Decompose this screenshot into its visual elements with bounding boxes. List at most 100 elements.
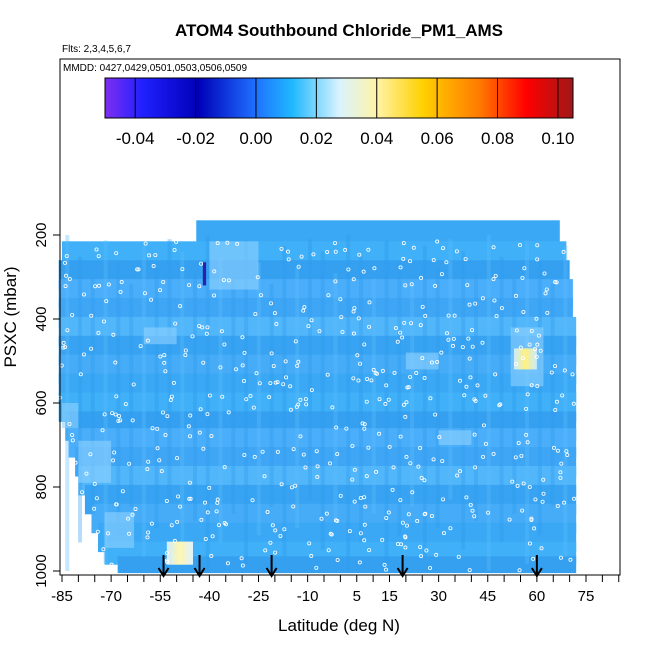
sample-dot [367,324,372,329]
sample-dot [420,356,425,361]
sample-dot [275,449,280,454]
sample-dot [562,368,567,373]
sample-dot [101,319,106,324]
sample-dot [555,448,560,453]
sample-dot [384,383,389,388]
sample-dot [362,426,367,431]
heatmap-streak [167,239,172,500]
sample-dot [360,421,365,426]
sample-dot [428,396,433,401]
heatmap-streak [269,284,274,507]
sample-dot [145,338,150,343]
sample-dot [463,257,468,262]
sample-dot [367,300,372,305]
heatmap-streak [218,256,223,543]
sample-dot [145,535,150,540]
y-tick-label: 200 [33,222,50,247]
sample-dot [84,471,89,476]
x-tick-label: 75 [578,588,595,605]
sample-dot [532,526,537,531]
sample-dot [96,254,101,259]
sample-dot [411,245,416,250]
sample-dot [260,449,265,454]
colorbar-tick-label: 0.06 [421,129,454,148]
sample-dot [301,308,306,313]
sample-dot [452,313,457,318]
sample-dot [222,465,227,470]
sample-dot [143,241,148,246]
sample-dot [205,412,210,417]
sample-dot [113,360,118,365]
sample-dot [529,328,534,333]
sample-dot [541,491,546,496]
sample-dot [493,372,498,377]
sample-dot [293,483,298,488]
sample-dot [279,246,284,251]
sample-dot [263,548,268,553]
heatmap-streak [307,239,312,500]
sample-dot [529,383,534,388]
sample-dot [472,514,477,519]
sample-dot [155,426,160,431]
sample-dot [164,498,169,503]
sample-dot [172,247,177,252]
sample-dot [518,243,523,248]
sample-dot [392,370,397,375]
sample-dot [491,277,496,282]
x-tick-label: 30 [430,588,447,605]
sample-dot [470,508,475,513]
heatmap-streak [371,278,376,514]
sample-dot [174,239,179,244]
sample-dot [539,546,544,551]
heatmap-streak [295,267,300,529]
sample-dot [183,348,188,353]
x-tick-label: -40 [199,588,221,605]
sample-dot [347,529,352,534]
sample-dot [289,485,294,490]
sample-dot [418,545,423,550]
sample-dot [544,287,549,292]
sample-dot [514,361,519,366]
sample-dot [515,483,520,488]
sample-dot [114,502,119,507]
sample-dot [513,455,518,460]
sample-dot [473,398,478,403]
sample-dot [302,305,307,310]
sample-dot [464,495,469,500]
sample-dot [252,454,257,459]
sample-dot [549,370,554,375]
x-tick-label: 15 [381,588,398,605]
sample-dot [104,299,109,304]
sample-dot [540,499,545,504]
sample-dot [534,316,539,321]
sample-dot [386,510,391,515]
heatmap-streak [512,278,517,514]
x-tick-label: 60 [529,588,546,605]
sample-dot [250,498,255,503]
sample-dot [431,457,436,462]
sample-dot [205,325,210,330]
sample-dot [534,354,539,359]
sample-dot [94,247,99,252]
sample-dot [271,363,276,368]
sample-dot [545,310,550,315]
sample-dot [367,548,372,553]
sample-dot [335,557,340,562]
sample-dot [456,554,461,559]
sample-dot [362,422,367,427]
sample-dot [455,473,460,478]
sample-dot [458,469,463,474]
sample-dot [209,433,214,438]
arrow-head [157,567,170,578]
sample-dot [468,375,473,380]
sample-dot [507,517,512,522]
heatmap-streak [499,256,504,543]
sample-dot [101,547,106,552]
sample-dot [398,265,403,270]
arrow-head [396,567,409,578]
colorbar-tick-label: 0.08 [481,129,514,148]
sample-dot [298,397,303,402]
y-tick-label: 600 [33,390,50,415]
sample-dot [535,243,540,248]
sample-dot [163,369,168,374]
